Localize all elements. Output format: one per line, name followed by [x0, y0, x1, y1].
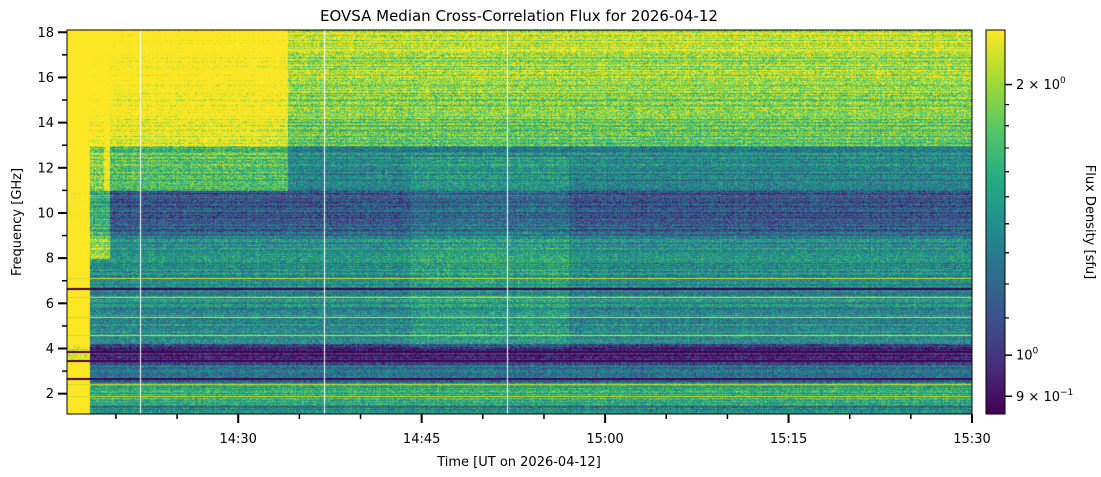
colorbar-tick-exponent: 0 — [1060, 76, 1066, 86]
y-tick-label: 2 — [46, 387, 54, 402]
y-tick-label: 10 — [37, 206, 54, 221]
y-tick-label: 14 — [37, 116, 54, 131]
colorbar-tick-mantissa: 9 — [1016, 390, 1024, 405]
x-tick-label: 14:45 — [403, 432, 440, 447]
y-tick-label: 6 — [46, 297, 54, 312]
colorbar-tick-base: 10 — [1016, 349, 1033, 364]
x-tick-label: 14:30 — [219, 432, 256, 447]
y-axis-label: Frequency [GHz] — [10, 168, 25, 276]
colorbar-tick-times: × 10 — [1024, 78, 1060, 93]
y-tick-label: 4 — [46, 342, 54, 357]
colorbar-tick-exponent: −1 — [1060, 388, 1073, 398]
colorbar-label: Flux Density [sfu] — [1082, 165, 1097, 279]
x-tick-label: 15:15 — [770, 432, 807, 447]
x-axis-label: Time [UT on 2026-04-12] — [436, 455, 601, 470]
y-tick-label: 18 — [37, 26, 54, 41]
heatmap — [66, 29, 973, 415]
y-tick-label: 8 — [46, 252, 54, 267]
y-tick-label: 12 — [37, 161, 54, 176]
y-axis: 2 4 6 8 10 12 14 16 18 — [37, 26, 67, 402]
plot-frame — [66, 29, 973, 415]
x-tick-label: 15:00 — [586, 432, 623, 447]
colorbar-tick-label: 9 × 10−1 — [1016, 388, 1073, 405]
colorbar-tick-label: 100 — [1016, 347, 1039, 364]
heatmap-canvas — [67, 30, 972, 414]
x-tick-label: 15:30 — [953, 432, 990, 447]
colorbar-gradient — [985, 29, 1006, 415]
chart-title: EOVSA Median Cross-Correlation Flux for … — [320, 7, 718, 25]
colorbar-tick-exponent: 0 — [1033, 347, 1039, 357]
x-axis: 14:30 14:45 15:00 15:15 15:30 — [115, 414, 991, 447]
colorbar-tick-times: × 10 — [1024, 390, 1060, 405]
colorbar-tick-label: 2 × 100 — [1016, 76, 1066, 93]
colorbar-tick-mantissa: 2 — [1016, 78, 1024, 93]
y-tick-label: 16 — [37, 71, 54, 86]
